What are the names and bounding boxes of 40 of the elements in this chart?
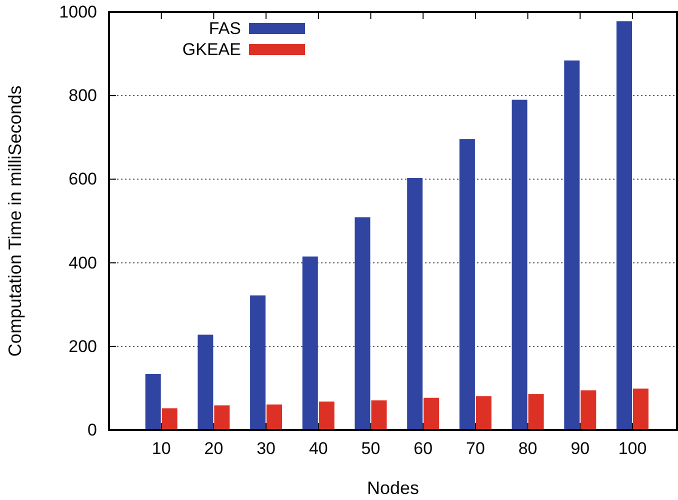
bar [459, 139, 475, 430]
bar [266, 404, 282, 430]
bar [145, 374, 161, 430]
bar [354, 217, 370, 430]
bar [162, 408, 178, 430]
bar [633, 388, 648, 430]
y-axis-title: Computation Time in milliSeconds [5, 85, 25, 357]
bar [407, 178, 423, 430]
bar [476, 396, 492, 430]
x-tick-label: 80 [518, 439, 538, 458]
x-tick-label: 60 [414, 439, 433, 458]
x-tick-label: 90 [570, 439, 590, 458]
bar [564, 60, 580, 430]
y-tick-label: 400 [68, 253, 97, 272]
x-tick-label: 70 [466, 439, 485, 458]
y-tick-label: 200 [68, 336, 97, 356]
bar [616, 21, 632, 430]
bar [198, 334, 214, 430]
bar [318, 402, 334, 430]
x-tick-label: 100 [618, 439, 647, 458]
legend-label: GKEAE [182, 40, 241, 59]
x-tick-label: 50 [361, 439, 380, 458]
legend-label: FAS [208, 19, 241, 38]
bar [424, 398, 440, 430]
y-tick-label: 0 [88, 420, 97, 440]
y-tick-label: 1000 [59, 2, 97, 22]
bar [580, 390, 596, 430]
y-tick-label: 800 [68, 86, 97, 106]
x-tick-label: 40 [308, 439, 328, 458]
x-tick-label: 20 [204, 439, 224, 458]
bar [250, 295, 266, 430]
bar [371, 400, 387, 430]
bar [512, 100, 528, 430]
x-tick-label: 10 [152, 439, 171, 458]
x-tick-label: 30 [256, 439, 276, 458]
bar [214, 405, 230, 430]
x-axis-title: Nodes [366, 478, 420, 498]
bar [528, 394, 544, 430]
bar [302, 256, 318, 430]
y-tick-label: 600 [68, 170, 97, 189]
